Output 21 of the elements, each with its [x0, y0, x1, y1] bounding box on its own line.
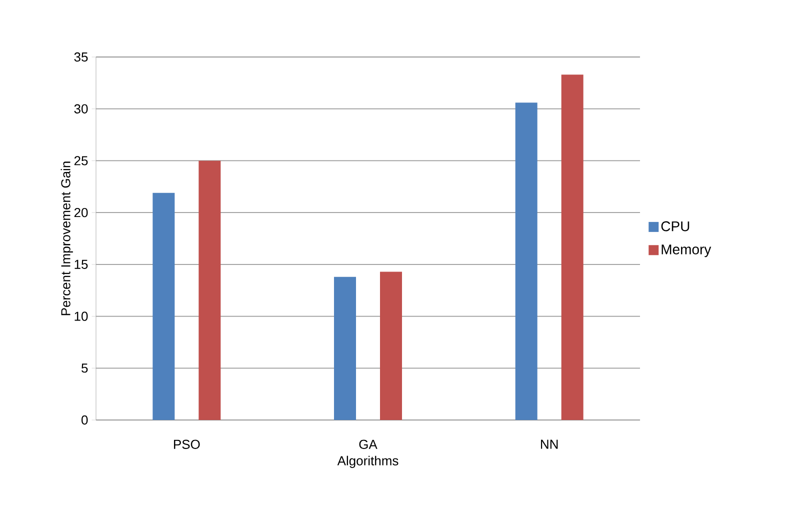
x-tick-label: NN	[541, 440, 558, 449]
bar	[515, 102, 538, 420]
y-tick-label: 30	[74, 104, 88, 114]
x-axis-title: Algorithms	[337, 456, 398, 468]
bar	[380, 272, 402, 420]
bar	[561, 74, 584, 420]
y-tick-label: 20	[74, 208, 88, 218]
y-tick-label: 0	[82, 415, 88, 425]
y-tick-label: 10	[74, 312, 88, 321]
x-tick-label: PSO	[174, 440, 200, 449]
legend-label: Memory	[662, 244, 712, 258]
y-tick-label: 5	[82, 364, 88, 373]
y-axis-title: Percent Improvement Gain	[60, 162, 73, 316]
y-tick-label: 35	[74, 52, 88, 62]
bar	[152, 192, 175, 420]
y-tick-label: 25	[74, 156, 88, 166]
bar	[198, 160, 221, 420]
bar	[334, 276, 356, 420]
y-tick-label: 15	[74, 260, 88, 269]
x-tick-label: GA	[359, 440, 378, 449]
legend-label: CPU	[661, 221, 690, 232]
